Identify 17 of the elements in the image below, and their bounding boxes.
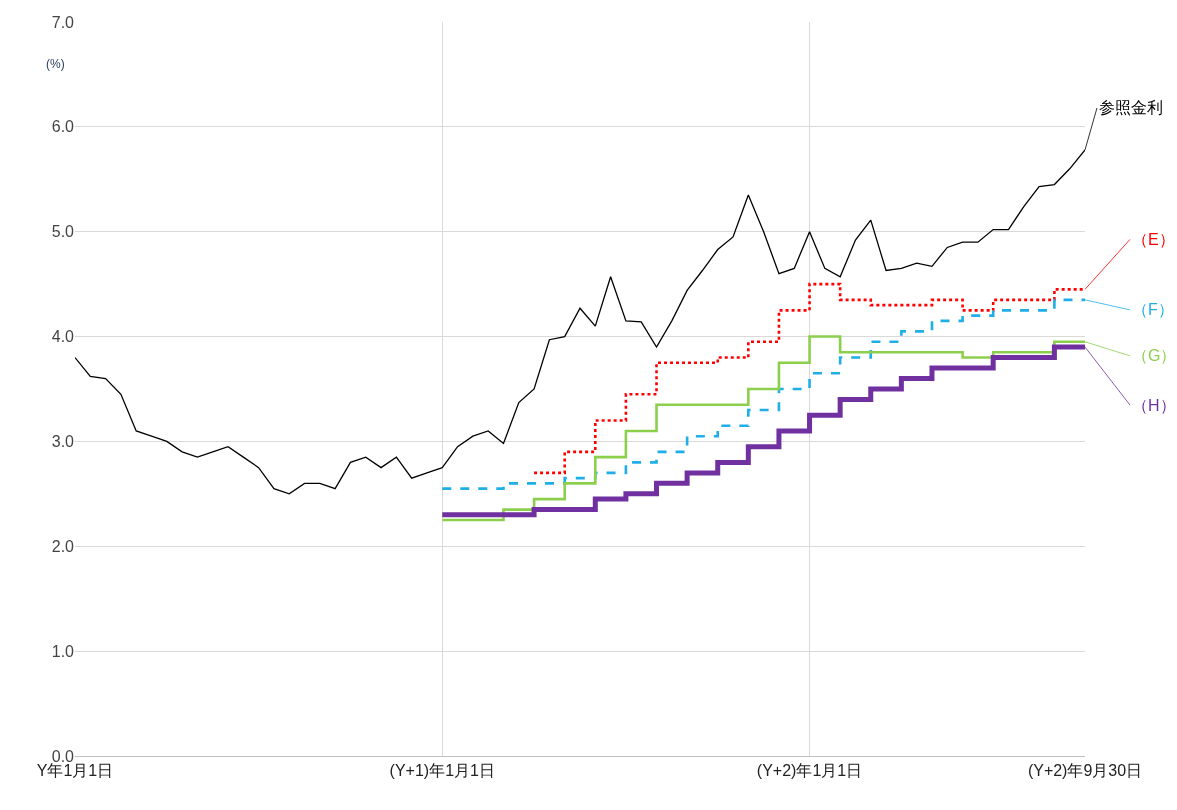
y-tick-label: 1.0 bbox=[51, 642, 75, 660]
x-tick-label: (Y+2)年9月30日 bbox=[1027, 762, 1143, 780]
x-tick-label: Y年1月1日 bbox=[36, 762, 114, 780]
y-tick-label: 4.0 bbox=[51, 328, 75, 346]
text: （E） bbox=[1132, 231, 1175, 248]
y-axis-title: (%) bbox=[46, 57, 65, 71]
text: 参照金利 bbox=[1099, 99, 1163, 116]
y-tick-label: 2.0 bbox=[51, 537, 75, 555]
x-tick-label: (Y+1)年1月1日 bbox=[389, 762, 495, 780]
y-tick-label: 5.0 bbox=[51, 223, 75, 241]
x-tick-label: (Y+2)年1月1日 bbox=[756, 762, 863, 780]
y-tick-label: 7.0 bbox=[51, 13, 75, 31]
text: （H） bbox=[1132, 397, 1176, 414]
legend-label: （F） bbox=[1132, 301, 1174, 318]
legend-label: （G） bbox=[1132, 347, 1177, 364]
y-tick-label: 3.0 bbox=[51, 433, 75, 451]
y-tick-label: 6.0 bbox=[51, 118, 75, 136]
